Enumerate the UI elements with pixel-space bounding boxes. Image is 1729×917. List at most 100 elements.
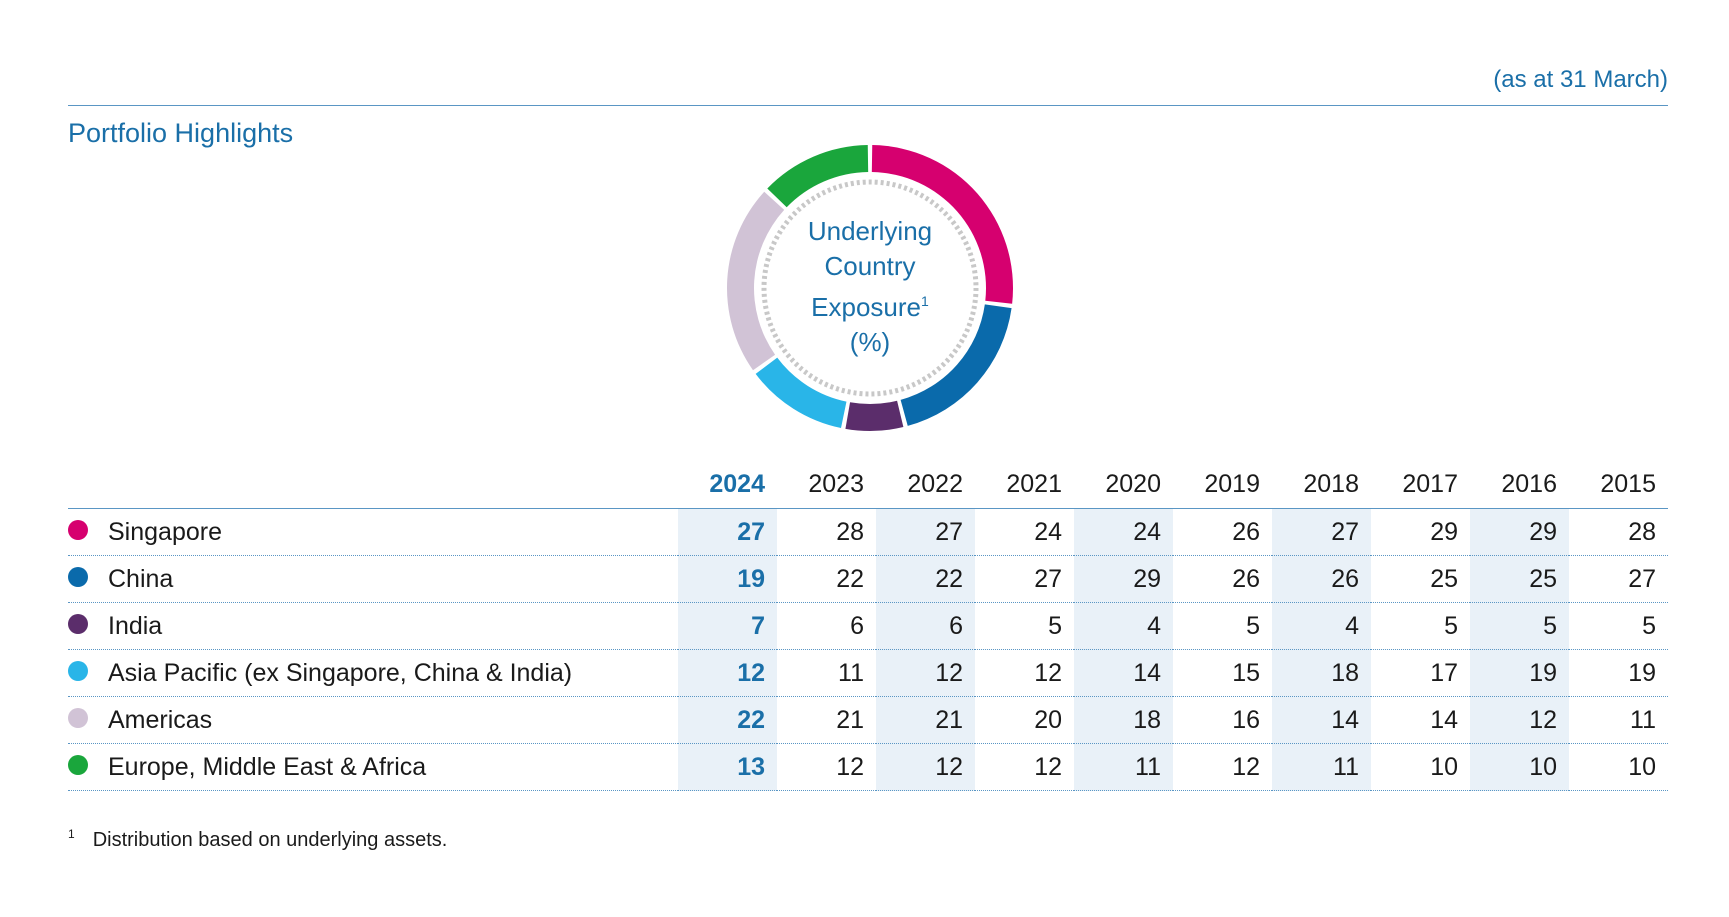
table-cell: 5 — [1371, 602, 1470, 650]
table-row: China 19 22 22 27 29 26 26 25 25 27 — [68, 555, 1668, 603]
region-name: India — [108, 611, 163, 640]
table-cell: 11 — [1074, 743, 1173, 791]
donut-label-line-2: Country — [824, 251, 916, 281]
table-cell: 12 — [1173, 743, 1272, 791]
table-cell: 4 — [1074, 602, 1173, 650]
region-name: Europe, Middle East & Africa — [108, 752, 427, 781]
table-cell: 25 — [1371, 555, 1470, 603]
region-name: China — [108, 564, 174, 593]
table-cell: 4 — [1272, 602, 1371, 650]
table-cell: 5 — [1569, 602, 1668, 650]
header-year: 2022 — [876, 460, 975, 509]
table-row: Asia Pacific (ex Singapore, China & Indi… — [68, 649, 1668, 697]
donut-slice — [767, 145, 869, 208]
table-cell: 12 — [777, 743, 876, 791]
header-region-blank — [68, 460, 678, 509]
table-cell: 13 — [678, 743, 777, 791]
region-name: Americas — [108, 705, 213, 734]
header-divider — [68, 105, 1668, 106]
table-cell: 15 — [1173, 649, 1272, 697]
table-cell: 26 — [1173, 555, 1272, 603]
donut-slice — [871, 145, 1013, 304]
region-label: China — [68, 555, 678, 603]
footnote-marker: 1 — [68, 827, 75, 841]
table-body: Singapore 27 28 27 24 24 26 27 29 29 28 China 19 22 22… — [68, 508, 1668, 791]
donut-inner-ring — [761, 179, 979, 397]
legend-dot — [68, 520, 88, 541]
table-cell: 19 — [1470, 649, 1569, 697]
table-cell: 27 — [1272, 508, 1371, 556]
table-cell: 18 — [1074, 696, 1173, 744]
table-cell: 22 — [678, 696, 777, 744]
footnote-text: Distribution based on underlying assets. — [92, 829, 448, 851]
table-cell: 22 — [876, 555, 975, 603]
table-cell: 10 — [1470, 743, 1569, 791]
header-year: 2018 — [1272, 460, 1371, 509]
table-cell: 6 — [777, 602, 876, 650]
donut-slice — [726, 191, 785, 371]
table-cell: 22 — [777, 555, 876, 603]
donut-slice — [900, 304, 1012, 426]
legend-dot — [68, 708, 88, 729]
table-cell: 21 — [777, 696, 876, 744]
table-cell: 29 — [1371, 508, 1470, 556]
table-cell: 6 — [876, 602, 975, 650]
table-cell: 27 — [876, 508, 975, 556]
region-label: Americas — [68, 696, 678, 744]
table-cell: 26 — [1173, 508, 1272, 556]
donut-center-label: Underlying Country Exposure1 (%) — [780, 214, 960, 360]
region-label: Europe, Middle East & Africa — [68, 743, 678, 791]
table-cell: 12 — [975, 649, 1074, 697]
table-cell: 18 — [1272, 649, 1371, 697]
table-cell: 7 — [678, 602, 777, 650]
as-at-date: (as at 31 March) — [1493, 66, 1668, 93]
table-cell: 17 — [1371, 649, 1470, 697]
donut-chart — [726, 145, 1013, 431]
region-label: Singapore — [68, 508, 678, 556]
header-year: 2023 — [777, 460, 876, 509]
table-cell: 10 — [1569, 743, 1668, 791]
table-cell: 5 — [1173, 602, 1272, 650]
table-cell: 28 — [777, 508, 876, 556]
table-cell: 21 — [876, 696, 975, 744]
table-header-row: 2024 2023 2022 2021 2020 2019 2018 2017 2016 2015 — [68, 460, 1668, 509]
donut-slice — [755, 357, 847, 429]
table-cell: 28 — [1569, 508, 1668, 556]
region-label: Asia Pacific (ex Singapore, China & Indi… — [68, 649, 678, 697]
table-cell: 20 — [975, 696, 1074, 744]
table-cell: 12 — [678, 649, 777, 697]
legend-dot — [68, 755, 88, 776]
exposure-table: 2024 2023 2022 2021 2020 2019 2018 2017 2016 2015… — [68, 460, 1668, 791]
table-cell: 11 — [1569, 696, 1668, 744]
table-cell: 27 — [975, 555, 1074, 603]
table-row: Europe, Middle East & Africa 13 12 12 12 11 12… — [68, 743, 1668, 791]
footnote-ref: 1 — [921, 293, 929, 309]
table-cell: 27 — [1569, 555, 1668, 603]
donut-label-line-1: Underlying — [807, 216, 933, 246]
donut-slice — [845, 400, 904, 431]
table-row: India 7 6 6 5 4 5 4 5 5 5 — [68, 602, 1668, 650]
table-row: Singapore 27 28 27 24 24 26 27 29 29 28 — [68, 508, 1668, 556]
header-year: 2017 — [1371, 460, 1470, 509]
footnote: 1 Distribution based on underlying assets… — [68, 827, 447, 852]
legend-dot — [68, 614, 88, 635]
table-cell: 12 — [876, 649, 975, 697]
table-cell: 5 — [975, 602, 1074, 650]
region-name: Asia Pacific (ex Singapore, China & Indi… — [108, 658, 573, 687]
table-cell: 27 — [678, 508, 777, 556]
table-cell: 25 — [1470, 555, 1569, 603]
section-title: Portfolio Highlights — [68, 118, 294, 148]
table-cell: 29 — [1470, 508, 1569, 556]
header-year: 2021 — [975, 460, 1074, 509]
table-cell: 14 — [1074, 649, 1173, 697]
table-cell: 5 — [1470, 602, 1569, 650]
table-cell: 29 — [1074, 555, 1173, 603]
donut-label-line-3: Exposure1 — [780, 284, 960, 325]
table-cell: 12 — [975, 743, 1074, 791]
legend-dot — [68, 567, 88, 588]
donut-label-unit: (%) — [849, 327, 891, 357]
table-cell: 19 — [1569, 649, 1668, 697]
table-cell: 19 — [678, 555, 777, 603]
legend-dot — [68, 661, 88, 682]
header-year: 2016 — [1470, 460, 1569, 509]
